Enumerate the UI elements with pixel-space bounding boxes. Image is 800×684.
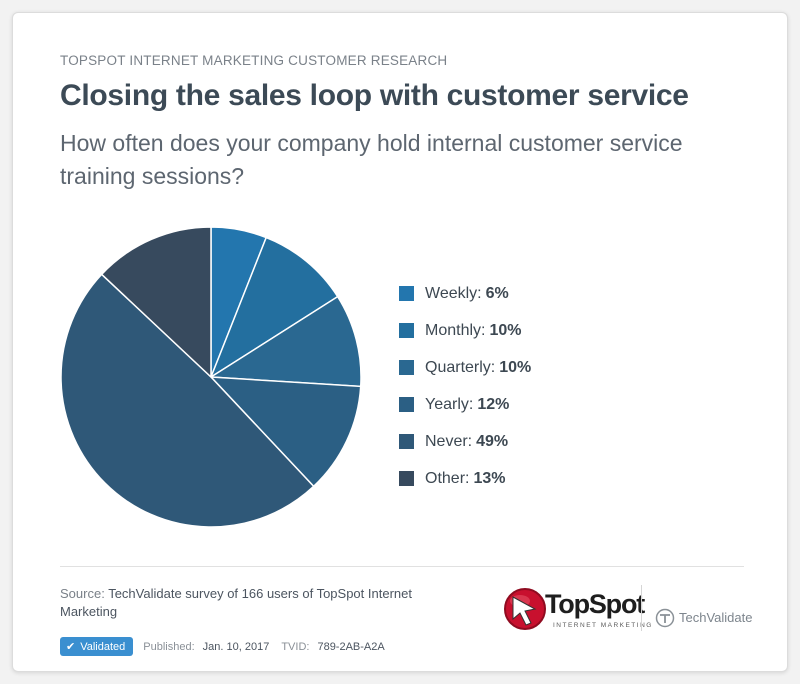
topspot-tagline: INTERNET MARKETING xyxy=(553,622,653,629)
pie-slice-yearly xyxy=(209,376,362,488)
techvalidate-logo-icon xyxy=(655,608,675,628)
pie-slice-other xyxy=(100,226,212,379)
legend-label: Yearly: xyxy=(425,395,474,413)
meta-row: ✔ Validated Published: Jan. 10, 2017 TVI… xyxy=(60,637,385,656)
legend-item-other: Other: 13% xyxy=(399,460,531,497)
logo-divider xyxy=(641,585,642,631)
legend-swatch xyxy=(399,286,414,301)
source-label: Source: xyxy=(60,586,105,601)
legend-item-weekly: Weekly: 6% xyxy=(399,275,531,312)
legend-label: Quarterly: xyxy=(425,358,496,376)
legend-label: Weekly: xyxy=(425,284,482,302)
legend-value: 10% xyxy=(499,358,532,376)
pie-slice-never xyxy=(60,273,315,528)
techvalidate-wordmark: TechValidate xyxy=(679,610,753,625)
source-text: TechValidate survey of 166 users of TopS… xyxy=(60,586,412,619)
topspot-logo-icon xyxy=(504,588,546,630)
published-date: Jan. 10, 2017 xyxy=(202,640,270,653)
research-eyebrow: TOPSPOT INTERNET MARKETING CUSTOMER RESE… xyxy=(60,53,448,68)
survey-question: How often does your company hold interna… xyxy=(60,130,683,189)
published-label: Published: xyxy=(143,640,195,653)
page-title: Closing the sales loop with customer ser… xyxy=(60,79,689,112)
tvid-value: 789-2AB-A2A xyxy=(317,640,385,653)
legend-item-yearly: Yearly: 12% xyxy=(399,386,531,423)
chart-legend: Weekly: 6% Monthly: 10% Quarterly: 10% Yearly:… xyxy=(399,275,531,497)
pie-slice-monthly xyxy=(209,236,339,379)
legend-value: 49% xyxy=(476,432,509,450)
pie-chart xyxy=(60,226,362,528)
legend-swatch xyxy=(399,434,414,449)
legend-swatch xyxy=(399,471,414,486)
legend-swatch xyxy=(399,323,414,338)
validated-label: Validated xyxy=(80,640,126,653)
footer-divider xyxy=(60,566,744,567)
legend-value: 13% xyxy=(473,469,506,487)
legend-item-never: Never: 49% xyxy=(399,423,531,460)
source-note: Source: TechValidate survey of 166 users… xyxy=(60,585,460,621)
topspot-wordmark: TopSpot xyxy=(545,589,645,619)
check-icon: ✔ xyxy=(66,641,76,653)
legend-value: 6% xyxy=(485,284,509,302)
tvid-label: TVID: xyxy=(281,640,310,653)
legend-value: 12% xyxy=(477,395,510,413)
legend-item-monthly: Monthly: 10% xyxy=(399,312,531,349)
legend-label: Other: xyxy=(425,469,470,487)
legend-label: Never: xyxy=(425,432,473,450)
legend-swatch xyxy=(399,397,414,412)
legend-item-quarterly: Quarterly: 10% xyxy=(399,349,531,386)
legend-swatch xyxy=(399,360,414,375)
legend-value: 10% xyxy=(489,321,522,339)
legend-label: Monthly: xyxy=(425,321,486,339)
validated-badge[interactable]: ✔ Validated xyxy=(60,637,134,656)
logos: TopSpot INTERNET MARKETING TechValidate xyxy=(501,583,761,643)
research-card: TOPSPOT INTERNET MARKETING CUSTOMER RESE… xyxy=(12,12,788,672)
pie-slice-quarterly xyxy=(208,295,362,388)
